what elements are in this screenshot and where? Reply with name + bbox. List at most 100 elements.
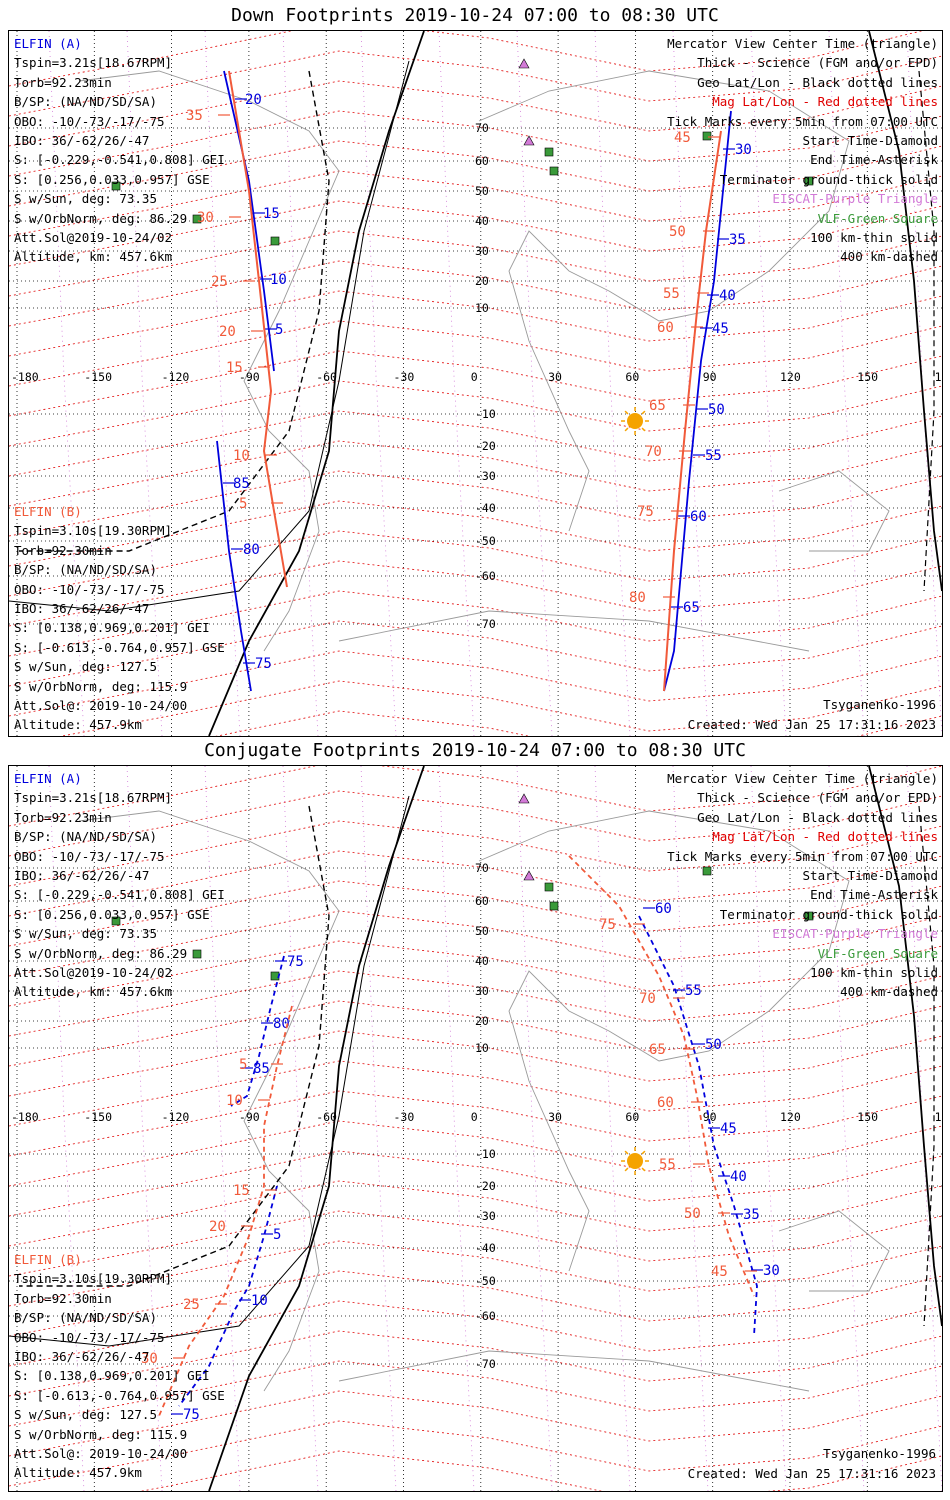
sat-b-track-west	[158, 1005, 293, 1417]
mag-lat-line	[9, 790, 942, 857]
geo-grid	[9, 766, 942, 1491]
track-label: 10	[270, 272, 287, 288]
legend: Mercator View Center Time (triangle) Thi…	[667, 769, 938, 1002]
track-label: 55	[659, 1157, 676, 1173]
mag-lat-line	[9, 1150, 942, 1217]
sat-a-track-west	[230, 955, 285, 1107]
sun-ray	[624, 410, 629, 415]
lon-tick-label: 180	[935, 370, 942, 384]
sat-a-line: Att.Sol@2019-10-24/02	[14, 964, 173, 980]
model-label: Tsyganenko-1996	[823, 1446, 936, 1461]
sat-b-line: IBO: 36/-62/26/-47	[14, 1348, 150, 1364]
lat-tick-label: -60	[475, 1309, 496, 1323]
legend-item: Terminator ground-thick solid	[719, 906, 938, 922]
terminator-line	[208, 31, 425, 736]
track-label: 65	[649, 398, 666, 414]
track-label: 45	[720, 1121, 737, 1137]
lat-tick-label: 20	[475, 1014, 489, 1028]
track-label: 35	[186, 108, 203, 124]
sat-b-line: Tspin=3.10s[19.30RPM]	[14, 523, 173, 539]
mag-lon-line	[750, 31, 787, 736]
lon-tick-label: -60	[316, 1110, 337, 1124]
legend-item: VLF-Green Square	[817, 210, 938, 226]
mag-lat-line	[9, 1240, 942, 1307]
mag-lat-line	[9, 1390, 942, 1457]
legend-item: End Time-Asterisk	[810, 887, 938, 903]
sat-a-line: OBO: -10/-73/-17/-75	[14, 113, 165, 129]
track-label: 75	[183, 1407, 200, 1423]
sat-b-line: Altitude: 457.9km	[14, 1465, 142, 1481]
track-label: 80	[243, 542, 260, 558]
lon-tick-label: -180	[11, 370, 39, 384]
track-label: 85	[233, 476, 250, 492]
track-label: 20	[219, 324, 236, 340]
mag-lat-line	[9, 440, 942, 507]
legend-item: Thick - Science (FGM and/or EPD)	[697, 790, 938, 806]
lat-tick-label: -50	[475, 1274, 496, 1288]
track-label: 45	[674, 130, 691, 146]
mag-lat-line	[9, 500, 942, 567]
mag-lat-line	[9, 1120, 942, 1187]
track-label: 50	[684, 1206, 701, 1222]
vlf-square	[544, 147, 554, 157]
lon-tick-label: -180	[11, 1110, 39, 1124]
track-label: 55	[685, 983, 702, 999]
legend: Mercator View Center Time (triangle) Thi…	[667, 34, 938, 267]
sat-b-line: S: [0.138,0.969,0.201] GEI	[14, 620, 210, 636]
legend-item: End Time-Asterisk	[810, 152, 938, 168]
mag-lat-line	[9, 31, 923, 87]
sat-a-line: B/SP: (NA/ND/SD/SA)	[14, 94, 157, 110]
sat-b-line: S w/OrbNorm, deg: 115.9	[14, 678, 188, 694]
mag-lon-line	[126, 766, 163, 1491]
lat-tick-label: -10	[475, 407, 496, 421]
track-label: 30	[141, 1351, 158, 1367]
mag-lon-line	[672, 766, 709, 1491]
sun-ray	[624, 1150, 629, 1155]
track-label: 50	[705, 1037, 722, 1053]
legend-item: EISCAT-Purple Triangle	[772, 191, 938, 207]
mag-lat-line	[9, 170, 942, 237]
mag-lat-line	[9, 1090, 942, 1157]
sat-b-line: OBO: -10/-73/-17/-75	[14, 1329, 165, 1345]
lon-tick-label: -90	[239, 1110, 260, 1124]
conjugate-footprints-map: -180 -150 -120 -90 -60 -30 0 30 60 90 120 150 180 70 6…	[8, 765, 943, 1492]
lat-tick-label: -40	[475, 501, 496, 515]
footprint-400km	[19, 805, 330, 1287]
sat-a-info: ELFIN (A) Tspin=3.21s[18.67RPM] Torb=92.…	[14, 769, 225, 1002]
sun-ray	[641, 1150, 646, 1155]
sat-a-line: B/SP: (NA/ND/SD/SA)	[14, 829, 157, 845]
sat-a-track-west-south	[216, 440, 252, 692]
antarctica-outline	[338, 610, 810, 652]
legend-item: 400 km-dashed	[840, 984, 938, 1000]
map-canvas: -180 -150 -120 -90 -60 -30 0 30 60 90 120 150 180 70 6…	[9, 766, 942, 1491]
lon-tick-label: -90	[239, 370, 260, 384]
track-label: 10	[233, 448, 250, 464]
legend-item: 100 km-thin solid	[810, 229, 938, 245]
mag-lat-line	[9, 1060, 942, 1127]
sat-a-name: ELFIN (A)	[14, 36, 82, 51]
lon-tick-label: 0	[471, 370, 478, 384]
sat-b-name: ELFIN (B)	[14, 1252, 82, 1267]
sat-a-line: S: [-0.229,-0.541,0.808] GEI	[14, 152, 225, 168]
track-label: 65	[649, 1042, 666, 1058]
lon-tick-label: -60	[316, 370, 337, 384]
lat-tick-label: 10	[475, 1041, 489, 1055]
sat-a-line: IBO: 36/-62/26/-47	[14, 867, 150, 883]
legend-item: Mercator View Center Time (triangle)	[667, 36, 938, 51]
sat-b-name: ELFIN (B)	[14, 504, 82, 519]
sat-a-line: S: [0.256,0.033,0.957] GSE	[14, 171, 210, 187]
track-label: 10	[251, 1293, 268, 1309]
lat-tick-label: 70	[475, 121, 489, 135]
americas-outline	[78, 810, 340, 1392]
mag-lon-line	[360, 766, 397, 1491]
sat-b-line: B/SP: (NA/ND/SD/SA)	[14, 562, 157, 578]
mag-lat-line	[9, 940, 942, 1007]
sat-a-track-east	[638, 915, 758, 1337]
lon-tick-label: 90	[703, 370, 717, 384]
created-label: Created: Wed Jan 25 17:31:16 2023	[687, 717, 936, 732]
track-label: 45	[711, 1264, 728, 1280]
vlf-square	[549, 166, 559, 176]
mag-lat-line	[9, 1030, 942, 1097]
sat-b-line: Tspin=3.10s[19.30RPM]	[14, 1271, 173, 1287]
eiscat-triangle	[523, 870, 535, 881]
